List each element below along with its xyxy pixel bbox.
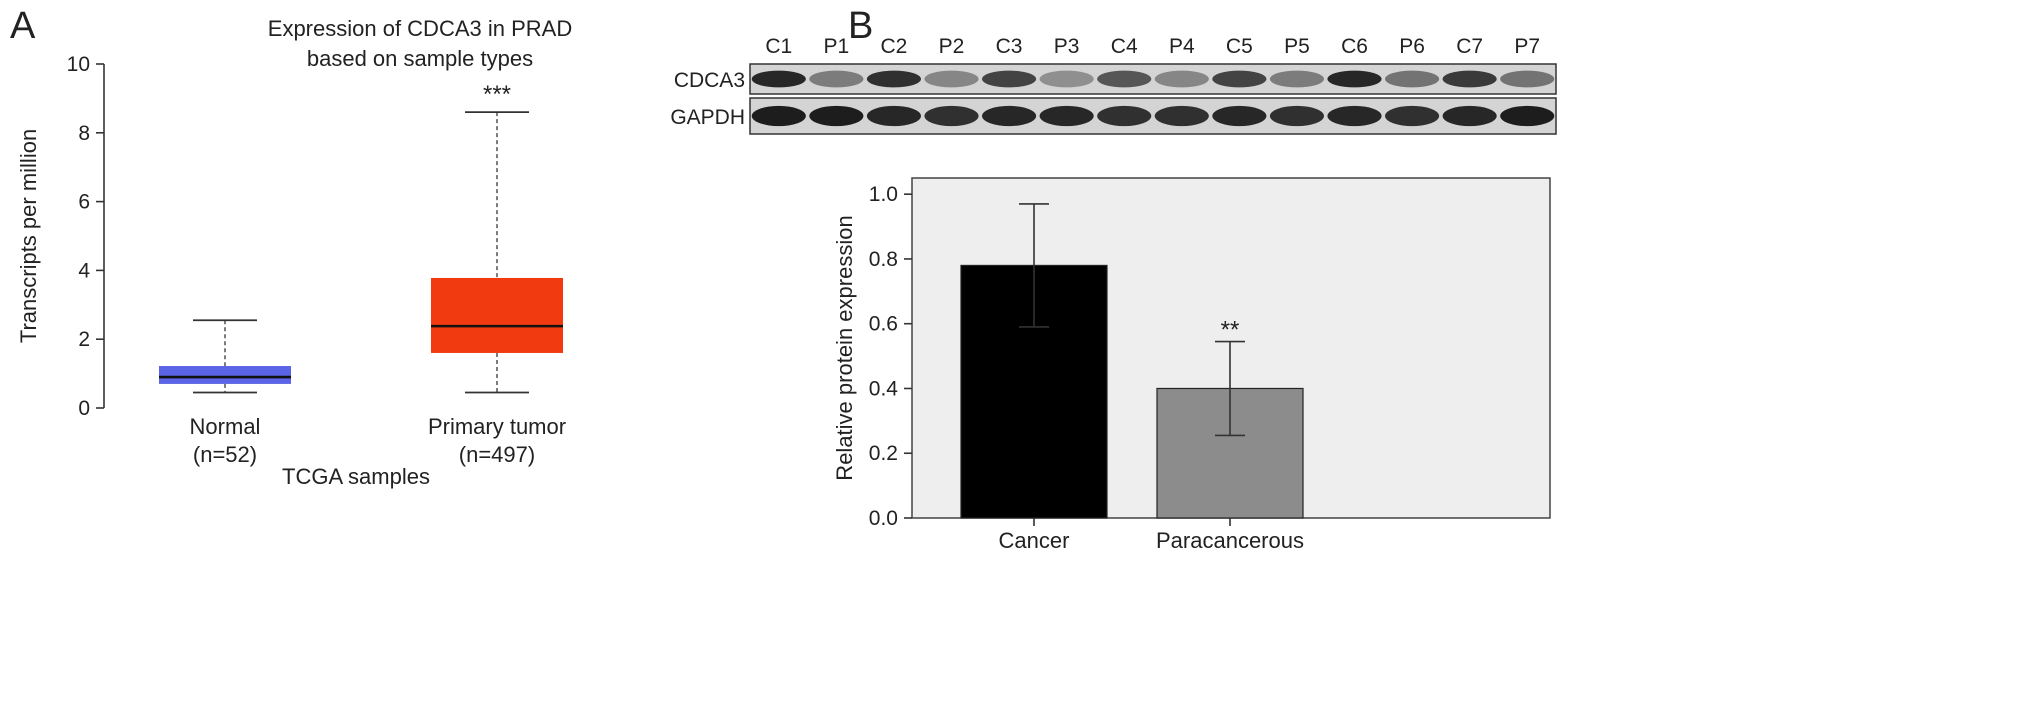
blot-lane-label: P2 [939, 35, 965, 58]
boxplot-y-tick-label: 2 [78, 328, 90, 351]
boxplot-box [431, 277, 563, 353]
blot-band [1039, 70, 1094, 88]
bar-category-label: Paracancerous [1156, 528, 1304, 553]
bar-chart-bars: Cancer ** Paracancerous [960, 203, 1304, 553]
boxplot-category-n-label: (n=497) [459, 442, 535, 467]
blot-lane-label: C5 [1226, 35, 1253, 58]
blot-band [982, 105, 1037, 127]
blot-band [809, 70, 864, 88]
bar-chart-y-ticks: 0.0 0.2 0.4 0.6 0.8 1.0 [869, 183, 912, 530]
boxplot-y-axis-label: Transcripts per million [16, 129, 41, 343]
bar-chart-y-tick-label: 0.8 [869, 248, 898, 271]
blot-band [1269, 70, 1324, 88]
blot-lane-label: P3 [1054, 35, 1080, 58]
boxplot-y-tick-label: 10 [67, 53, 90, 76]
boxplot-title-line-2: based on sample types [307, 46, 533, 71]
blot-band [1154, 105, 1209, 127]
panel-letter-a: A [10, 5, 36, 47]
blot-lane-labels: C1 P1 C2 P2 C3 P3 C4 P4 C5 P5 C6 P6 C7 P7 [765, 35, 1540, 58]
boxplot-category-n-label: (n=52) [193, 442, 257, 467]
blot-band [1500, 105, 1555, 127]
blot-band [866, 105, 921, 127]
blot-band [1039, 105, 1094, 127]
blot-band [1442, 70, 1497, 88]
blot-rows: CDCA3 GAPDH [670, 63, 1557, 135]
boxplot-title-line-1: Expression of CDCA3 in PRAD [268, 16, 572, 41]
western-blot-panel: C1 P1 C2 P2 C3 P3 C4 P4 C5 P5 C6 P6 C7 P7 CDCA3 GAPDH [670, 35, 1557, 135]
blot-band [1442, 105, 1497, 127]
blot-band [751, 105, 806, 127]
blot-row: GAPDH [670, 97, 1557, 135]
blot-lane-label: P6 [1399, 35, 1425, 58]
boxplot-panel: Expression of CDCA3 in PRAD based on sam… [16, 16, 572, 489]
blot-band [924, 70, 979, 88]
bar-chart-y-tick-label: 0.2 [869, 442, 898, 465]
blot-band [1327, 70, 1382, 88]
blot-lane-label: C1 [765, 35, 792, 58]
panel-letter-b: B [848, 5, 873, 47]
boxplot-y-tick-label: 4 [78, 259, 90, 282]
blot-band [1327, 105, 1382, 127]
blot-band [1212, 105, 1267, 127]
blot-band [1097, 70, 1152, 88]
bar-chart-panel: 0.0 0.2 0.4 0.6 0.8 1.0 Relative protein expr… [832, 177, 1551, 553]
boxplot-box [159, 366, 291, 384]
boxplot-y-tick-label: 6 [78, 191, 90, 214]
boxplot-y-tick-label: 0 [78, 397, 90, 420]
blot-lane-label: P5 [1284, 35, 1310, 58]
bar-chart-y-tick-label: 0.4 [869, 377, 899, 400]
blot-band [982, 70, 1037, 88]
blot-band [751, 70, 806, 88]
bar-category-label: Cancer [999, 528, 1070, 553]
blot-band [866, 70, 921, 88]
blot-band [1500, 70, 1555, 88]
blot-row: CDCA3 [674, 63, 1557, 95]
blot-lane-label: C3 [996, 35, 1023, 58]
blot-row-label: CDCA3 [674, 69, 745, 92]
boxplot-box-group: *** Primary tumor (n=497) [428, 81, 566, 467]
boxplot-category-label: Normal [190, 414, 261, 439]
bar-chart-y-tick-label: 1.0 [869, 183, 898, 206]
boxplot-significance-marker: *** [483, 81, 511, 108]
bar-chart-y-axis-label: Relative protein expression [832, 215, 857, 480]
blot-lane-label: P7 [1514, 35, 1540, 58]
blot-lane-label: P4 [1169, 35, 1195, 58]
blot-lane-label: P1 [824, 35, 850, 58]
blot-lane-label: C2 [880, 35, 907, 58]
bar-significance-marker: ** [1221, 317, 1240, 344]
blot-band [1269, 105, 1324, 127]
blot-lane-label: C7 [1456, 35, 1483, 58]
bar-group: Cancer [960, 203, 1108, 553]
boxplot-x-axis-label: TCGA samples [282, 464, 430, 489]
bar-group: ** Paracancerous [1156, 317, 1304, 553]
blot-band [1154, 70, 1209, 88]
blot-band [1385, 105, 1440, 127]
blot-band [1097, 105, 1152, 127]
blot-lane-label: C4 [1111, 35, 1138, 58]
blot-lane-label: C6 [1341, 35, 1368, 58]
boxplot-y-tick-label: 8 [78, 122, 90, 145]
boxplot-box-group: Normal (n=52) [159, 319, 291, 467]
blot-band [809, 105, 864, 127]
boxplot-boxes: Normal (n=52) *** Primary tumor (n=497) [159, 81, 566, 467]
blot-band [1212, 70, 1267, 88]
blot-band [924, 105, 979, 127]
boxplot-y-ticks: 0 2 4 6 8 10 [67, 53, 104, 420]
blot-band [1385, 70, 1440, 88]
bar-chart-y-tick-label: 0.6 [869, 313, 898, 336]
blot-row-label: GAPDH [670, 106, 745, 129]
boxplot-category-label: Primary tumor [428, 414, 566, 439]
bar-chart-y-tick-label: 0.0 [869, 507, 898, 530]
